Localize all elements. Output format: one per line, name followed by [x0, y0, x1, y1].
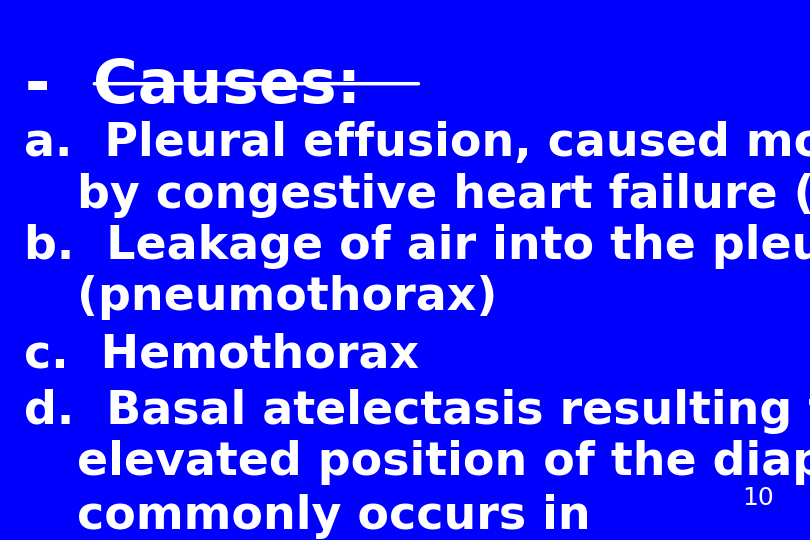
- Text: by congestive heart failure (CHF).: by congestive heart failure (CHF).: [77, 173, 810, 218]
- Text: b.  Leakage of air into the pleural cavity: b. Leakage of air into the pleural cavit…: [24, 224, 810, 269]
- Text: (pneumothorax): (pneumothorax): [77, 275, 497, 320]
- Text: -: -: [24, 57, 49, 116]
- Text: 10: 10: [742, 487, 774, 510]
- Text: c.  Hemothorax: c. Hemothorax: [24, 332, 420, 377]
- Text: a.  Pleural effusion, caused most commonly: a. Pleural effusion, caused most commonl…: [24, 122, 810, 166]
- Text: commonly occurs in: commonly occurs in: [77, 494, 590, 539]
- Text: elevated position of the diaphragm: elevated position of the diaphragm: [77, 440, 810, 485]
- Text: Causes:: Causes:: [93, 57, 361, 116]
- Text: d.  Basal atelectasis resulting from the: d. Basal atelectasis resulting from the: [24, 389, 810, 434]
